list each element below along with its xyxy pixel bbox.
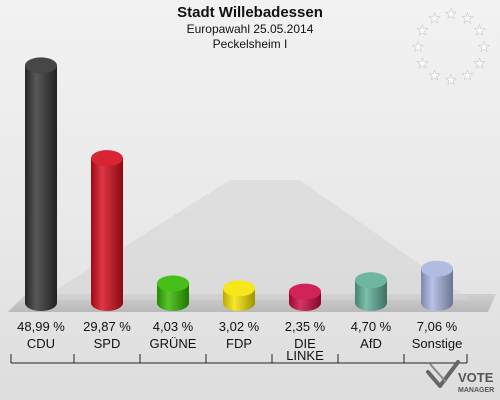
category-label: CDU: [27, 336, 55, 351]
bar-top: [25, 57, 57, 74]
eu-star: [416, 24, 429, 36]
eu-star: [444, 7, 458, 20]
bar-top: [157, 275, 189, 292]
value-label: 4,70 %: [351, 319, 392, 334]
value-label: 2,35 %: [285, 319, 326, 334]
bar-afd: [355, 272, 387, 311]
eu-star: [444, 73, 458, 86]
bar-cdu: [25, 57, 57, 311]
value-label: 7,06 %: [417, 319, 458, 334]
eu-star: [477, 40, 491, 53]
bar-body: [91, 158, 123, 311]
bar-body: [421, 268, 453, 311]
bar-sonstige: [421, 260, 453, 311]
eu-star: [461, 12, 474, 24]
chart-shadow: [40, 180, 470, 300]
value-label: 48,99 %: [17, 319, 65, 334]
bar-spd: [91, 150, 123, 311]
eu-star: [428, 69, 441, 81]
value-label: 3,02 %: [219, 319, 260, 334]
eu-star: [461, 69, 474, 81]
category-label: Sonstige: [412, 336, 463, 351]
bar-top: [91, 150, 123, 167]
category-label: DIE LINKE: [286, 336, 324, 363]
category-label: AfD: [360, 336, 382, 351]
chart-district: Peckelsheim I: [212, 37, 288, 51]
bar-body: [355, 280, 387, 311]
eu-star: [411, 40, 425, 53]
category-label: GRÜNE: [150, 336, 197, 351]
bar-fdp: [223, 280, 255, 311]
chart-subtitle: Europawahl 25.05.2014: [186, 22, 314, 36]
vote-manager-check-icon: [426, 360, 460, 388]
bar-top: [421, 260, 453, 277]
eu-star: [416, 57, 429, 69]
bar-top: [289, 283, 321, 300]
bar-die-linke: [289, 283, 321, 311]
eu-star: [473, 24, 486, 36]
value-label: 4,03 %: [153, 319, 194, 334]
bar-body: [25, 65, 57, 311]
bar-top: [223, 280, 255, 297]
chart-header: Stadt Willebadessen Europawahl 25.05.201…: [0, 4, 500, 52]
eu-star: [428, 12, 441, 24]
category-label: SPD: [94, 336, 121, 351]
bar-grüne: [157, 275, 189, 311]
eu-star: [473, 57, 486, 69]
logo-line1: VOTE: [458, 370, 494, 385]
bar-top: [355, 272, 387, 289]
value-label: 29,87 %: [83, 319, 131, 334]
category-label: FDP: [226, 336, 252, 351]
eu-star-ring-icon: [411, 7, 491, 86]
chart-title: Stadt Willebadessen: [177, 4, 323, 21]
vote-manager-logo: VOTE MANAGER: [426, 360, 494, 394]
logo-line2: MANAGER: [458, 387, 494, 394]
